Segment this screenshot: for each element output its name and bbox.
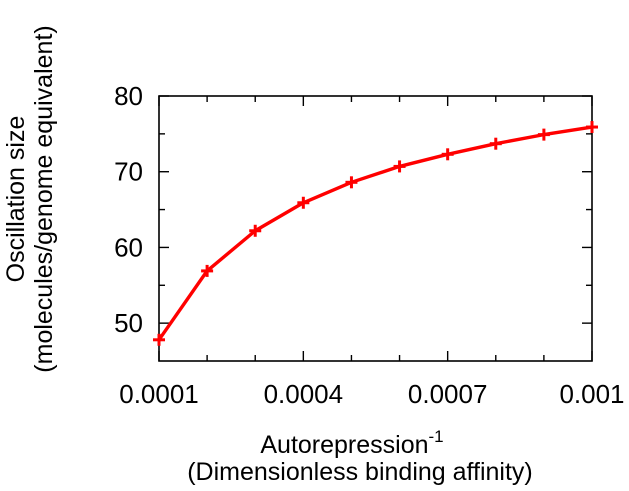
y-tick-label: 50 [114,308,143,338]
data-point-marker [441,148,454,161]
x-axis-title-line2: (Dimensionless binding affinity) [187,458,533,486]
data-point-marker [345,176,358,189]
y-tick-label: 70 [114,157,143,187]
x-tick-label: 0.0001 [119,379,199,409]
y-tick-label: 60 [114,232,143,262]
series-group [153,121,598,346]
x-tick-label: 0.0007 [408,379,488,409]
data-point-marker [586,121,598,134]
y-tick-labels: 50 60 70 80 [114,81,143,338]
y-tick-label: 80 [114,81,143,111]
x-axis-title-superscript: -1 [429,427,444,446]
data-point-marker [489,137,502,150]
data-point-marker [297,196,310,209]
data-point-marker [201,264,214,277]
data-point-marker [153,333,165,346]
x-axis-title: Autorepression-1 [260,427,443,459]
y-axis-title: Oscillation size [2,116,30,283]
data-point-marker [537,128,550,141]
x-tick-labels: 0.0001 0.0004 0.0007 0.001 [119,379,624,409]
y-axis-title-line2: (molecules/genome equivalent) [30,25,58,372]
x-axis-title-main: Autorepression [260,431,428,459]
x-tick-label: 0.0004 [264,379,344,409]
data-point-marker [249,224,262,237]
data-point-marker [393,160,406,173]
plot-frame [158,95,593,362]
series-line [157,125,594,342]
x-tick-label: 0.001 [559,379,624,409]
axis-ticks [158,95,593,361]
